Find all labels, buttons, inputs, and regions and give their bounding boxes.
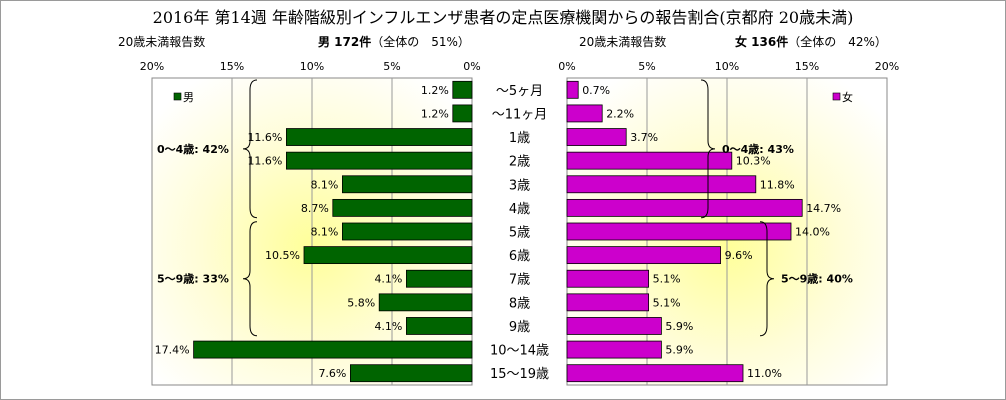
female-value-label: 5.1%: [653, 273, 681, 286]
category-label: 9歳: [509, 320, 530, 335]
male-value-label: 8.7%: [301, 202, 329, 215]
female-bar: [566, 246, 722, 265]
male-value-label: 17.4%: [155, 344, 190, 357]
male-axis-label: 20歳未満報告数: [118, 35, 206, 49]
male-value-label: 8.1%: [310, 226, 338, 239]
male-tick-label: 15%: [220, 60, 244, 73]
female-5-9-annotation: 5～9歳: 40%: [781, 272, 853, 286]
female-tick-label: 10%: [715, 60, 739, 73]
female-value-label: 14.7%: [806, 202, 841, 215]
female-value-label: 14.0%: [795, 226, 830, 239]
female-value-label: 2.2%: [606, 107, 634, 120]
female-count: 女 136件: [735, 35, 789, 49]
male-value-label: 11.6%: [247, 131, 282, 144]
female-value-label: 11.8%: [760, 178, 795, 191]
male-tick-label: 10%: [300, 60, 324, 73]
female-value-label: 5.9%: [665, 344, 693, 357]
male-tick-label: 5%: [383, 60, 400, 73]
category-label: 15～19歳: [490, 367, 549, 382]
female-tick-label: 5%: [638, 60, 655, 73]
male-value-label: 11.6%: [247, 155, 282, 168]
male-bar: [405, 269, 473, 288]
female-bar: [566, 104, 603, 123]
category-label: 7歳: [509, 273, 530, 288]
female-share: （全体の 42%）: [788, 35, 887, 49]
female-tick-label: 0%: [558, 60, 575, 73]
male-tick-label: 0%: [463, 60, 480, 73]
female-value-label: 9.6%: [725, 249, 753, 262]
chart-title: 2016年 第14週 年齢階級別インフルエンザ患者の定点医療機関からの報告割合(…: [152, 8, 854, 27]
female-value-label: 3.7%: [630, 131, 658, 144]
male-bar: [341, 222, 473, 241]
female-legend-label: 女: [842, 90, 853, 104]
female-bar: [566, 151, 733, 170]
male-bar: [452, 104, 473, 123]
female-5-9-brace: [759, 221, 775, 337]
male-0-4-annotation: 0～4歳: 42%: [157, 142, 229, 156]
female-bar: [566, 269, 649, 288]
male-bar: [332, 198, 473, 217]
male-value-label: 1.2%: [421, 107, 449, 120]
female-bar: [566, 80, 579, 99]
female-value-label: 5.1%: [653, 296, 681, 309]
category-label: ～5ヶ月: [496, 84, 543, 99]
male-count: 男 172件: [318, 35, 372, 49]
male-bar: [378, 293, 473, 312]
female-0-4-annotation: 0～4歳: 43%: [722, 142, 794, 156]
male-legend-swatch: [173, 92, 182, 101]
male-value-label: 1.2%: [421, 84, 449, 97]
male-value-label: 4.1%: [374, 320, 402, 333]
category-label: 2歳: [509, 155, 530, 170]
female-value-label: 0.7%: [582, 84, 610, 97]
category-label: 6歳: [509, 249, 530, 264]
male-legend-label: 男: [183, 91, 194, 104]
male-summary: 男 172件（全体の 51%）: [318, 33, 470, 50]
category-label: 10～14歳: [490, 344, 549, 359]
male-bar: [452, 80, 473, 99]
male-value-label: 4.1%: [374, 273, 402, 286]
female-bar: [566, 340, 662, 359]
female-0-4-brace: [700, 79, 716, 219]
category-label: 3歳: [509, 178, 530, 193]
male-bar: [285, 151, 473, 170]
male-tick-label: 20%: [140, 60, 164, 73]
female-bar: [566, 317, 662, 335]
male-value-label: 10.5%: [265, 249, 300, 262]
male-share: （全体の 51%）: [371, 35, 470, 49]
category-label: 4歳: [509, 202, 530, 217]
female-bar: [566, 175, 757, 194]
male-bar: [341, 175, 473, 194]
category-label: 8歳: [509, 296, 530, 311]
male-0-4-brace: [242, 79, 258, 219]
male-bar: [349, 364, 473, 383]
category-label: 1歳: [509, 131, 530, 146]
male-bar: [303, 246, 473, 265]
female-summary: 女 136件（全体の 42%）: [735, 33, 887, 50]
female-tick-label: 20%: [875, 60, 899, 73]
male-value-label: 7.6%: [318, 367, 346, 380]
female-bar: [566, 364, 744, 383]
male-bar: [405, 317, 473, 335]
female-axis-label: 20歳未満報告数: [579, 35, 667, 49]
male-bar: [285, 128, 473, 146]
female-value-label: 10.3%: [736, 155, 771, 168]
category-label: 5歳: [509, 226, 530, 241]
female-bar: [566, 198, 803, 217]
female-value-label: 5.9%: [665, 320, 693, 333]
category-label: ～11ヶ月: [492, 107, 548, 122]
female-tick-label: 15%: [795, 60, 819, 73]
male-5-9-annotation: 5～9歳: 33%: [157, 272, 229, 286]
female-value-label: 11.0%: [747, 367, 782, 380]
male-5-9-brace: [242, 221, 258, 337]
female-bar: [566, 128, 627, 146]
female-bar: [566, 222, 792, 241]
female-legend-swatch: [832, 92, 841, 101]
male-value-label: 5.8%: [347, 296, 375, 309]
male-value-label: 8.1%: [310, 178, 338, 191]
female-bar: [566, 293, 649, 312]
male-bar: [193, 340, 473, 359]
